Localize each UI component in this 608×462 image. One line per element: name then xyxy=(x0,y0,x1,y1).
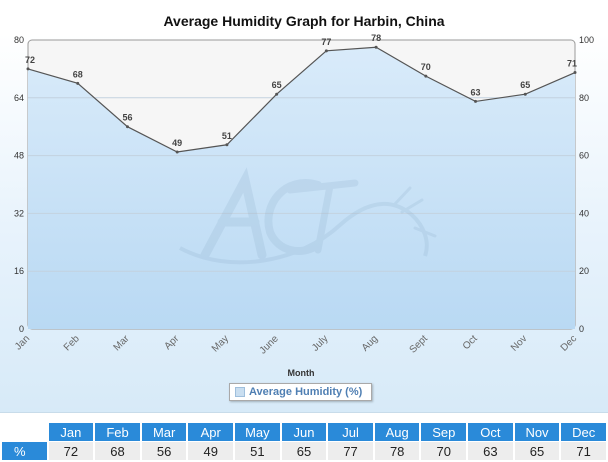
table-row-label: % xyxy=(2,442,47,460)
x-tick-label: Sept xyxy=(408,333,430,355)
data-label: 65 xyxy=(272,80,282,90)
watermark-letter-c xyxy=(264,179,322,255)
chart-panel: Average Humidity Graph for Harbin, China… xyxy=(0,0,608,413)
humidity-data-table: Jan Feb Mar Apr May Jun Jul Aug Sep Oct … xyxy=(0,422,608,461)
table-value-cell: 51 xyxy=(235,442,280,460)
data-point xyxy=(175,150,179,154)
data-label: 71 xyxy=(567,59,577,69)
x-tick-label: June xyxy=(258,333,281,356)
x-tick-label: Feb xyxy=(62,333,82,353)
watermark-dragon xyxy=(179,201,429,265)
table-header-cell: Oct xyxy=(468,423,513,441)
data-label: 78 xyxy=(371,33,381,43)
table-value-cell: 71 xyxy=(561,442,606,460)
table-value-cell: 63 xyxy=(468,442,513,460)
data-point xyxy=(125,125,129,129)
data-label: 56 xyxy=(122,113,132,123)
watermark-dragon-detail xyxy=(392,186,437,238)
y-tick-left: 80 xyxy=(14,35,24,45)
data-point xyxy=(225,143,229,147)
table-header-cell: Dec xyxy=(561,423,606,441)
table-value-cell: 56 xyxy=(141,442,187,460)
table-value-cell: 72 xyxy=(48,442,94,460)
table-value-cell: 65 xyxy=(281,442,327,460)
data-label: 65 xyxy=(520,80,530,90)
y-tick-left: 16 xyxy=(14,266,24,276)
x-tick-label: Dec xyxy=(559,333,579,353)
table-value-cell: 49 xyxy=(188,442,234,460)
data-label: 49 xyxy=(172,138,182,148)
x-axis-title: Month xyxy=(288,368,315,378)
x-tick-label: Mar xyxy=(112,333,132,353)
table-corner xyxy=(2,423,47,441)
data-point xyxy=(424,74,428,78)
series-line xyxy=(27,46,576,153)
table-value-cell: 78 xyxy=(374,442,420,460)
legend-label: Average Humidity (%) xyxy=(249,386,363,398)
data-point xyxy=(76,81,80,85)
data-label: 77 xyxy=(321,37,331,47)
x-tick-label: Nov xyxy=(509,333,529,353)
table-header-cell: May xyxy=(235,423,280,441)
table-header-cell: Jul xyxy=(328,423,373,441)
y-tick-right: 0 xyxy=(579,324,584,334)
y-tick-left: 64 xyxy=(14,93,24,103)
y-tick-right: 80 xyxy=(579,93,589,103)
data-point xyxy=(474,99,478,103)
y-tick-left: 32 xyxy=(14,208,24,218)
table-header-cell: Aug xyxy=(374,423,420,441)
data-point xyxy=(324,49,328,53)
y-tick-right: 100 xyxy=(579,35,594,45)
y-tick-right: 40 xyxy=(579,208,589,218)
x-tick-label: Aug xyxy=(360,333,380,353)
chart-legend[interactable]: Average Humidity (%) xyxy=(229,383,372,401)
data-point xyxy=(523,92,527,96)
table-header-cell: Feb xyxy=(95,423,140,441)
table-header-cell: Nov xyxy=(514,423,560,441)
data-label: 70 xyxy=(421,62,431,72)
legend-swatch xyxy=(235,387,245,397)
watermark-letter-a xyxy=(200,167,267,260)
table-header-cell: Jan xyxy=(48,423,94,441)
data-label: 68 xyxy=(73,69,83,79)
x-tick-label: Apr xyxy=(163,333,182,352)
data-point xyxy=(374,45,378,49)
table-value-cell: 68 xyxy=(95,442,140,460)
x-tick-label: July xyxy=(310,333,330,353)
data-label: 72 xyxy=(25,55,35,65)
y-tick-right: 20 xyxy=(579,266,589,276)
x-tick-label: Oct xyxy=(461,333,480,352)
x-tick-label: May xyxy=(210,333,231,354)
table-value-cell: 70 xyxy=(421,442,467,460)
table-header-cell: Mar xyxy=(141,423,187,441)
data-point xyxy=(26,67,30,71)
table-value-cell: 77 xyxy=(328,442,373,460)
table-header-cell: Sep xyxy=(421,423,467,441)
table-value-row: % 72 68 56 49 51 65 77 78 70 63 65 71 xyxy=(2,442,606,460)
series-area xyxy=(28,47,575,329)
table-header-row: Jan Feb Mar Apr May Jun Jul Aug Sep Oct … xyxy=(2,423,606,441)
table-header-cell: Apr xyxy=(188,423,234,441)
data-point xyxy=(573,71,577,75)
humidity-chart: Average Humidity Graph for Harbin, China… xyxy=(13,13,594,378)
x-tick-label: Jan xyxy=(13,333,32,352)
act-watermark-logo xyxy=(179,167,437,265)
data-point xyxy=(275,92,279,96)
chart-title: Average Humidity Graph for Harbin, China xyxy=(163,13,444,29)
data-label: 63 xyxy=(471,87,481,97)
y-tick-left: 0 xyxy=(19,324,24,334)
watermark-letter-t xyxy=(286,179,359,254)
data-label: 51 xyxy=(222,131,232,141)
table-value-cell: 65 xyxy=(514,442,560,460)
y-tick-left: 48 xyxy=(14,151,24,161)
table-header-cell: Jun xyxy=(281,423,327,441)
y-tick-right: 60 xyxy=(579,151,589,161)
